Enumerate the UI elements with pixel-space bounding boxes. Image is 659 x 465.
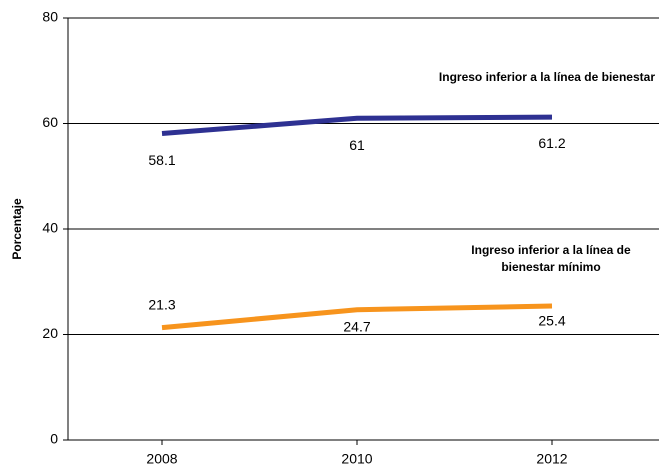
data-label: 61 [349,137,365,153]
y-tick-label: 40 [42,220,58,236]
x-tick-label: 2008 [146,451,177,465]
data-label: 61.2 [538,135,565,151]
x-tick-label: 2012 [536,451,567,465]
data-label: 25.4 [538,313,565,329]
y-tick-label: 20 [42,325,58,341]
series-line [161,114,553,137]
y-tick-label: 60 [42,114,58,130]
series-line [161,303,553,331]
y-tick-label: 80 [42,9,58,25]
y-tick-label: 0 [50,431,58,447]
data-label: 21.3 [148,296,175,312]
y-axis-label: Porcentaje [10,198,24,260]
x-tick-label: 2010 [341,451,372,465]
series-label: Ingreso inferior a la línea de bienestar… [471,243,631,274]
series-label: Ingreso inferior a la línea de bienestar [438,70,655,84]
data-label: 24.7 [343,318,370,334]
data-label: 58.1 [148,152,175,168]
